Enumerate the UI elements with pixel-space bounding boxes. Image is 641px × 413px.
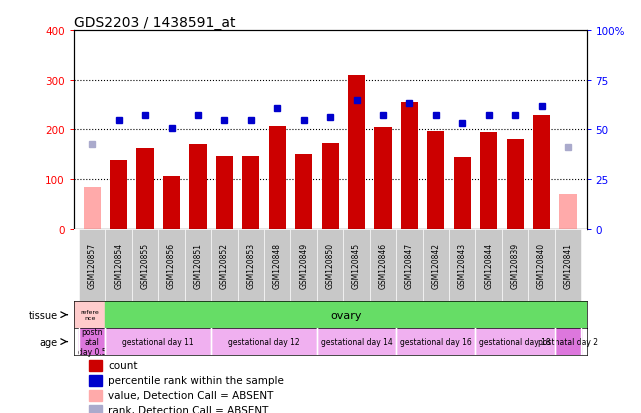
Text: GSM120855: GSM120855	[140, 242, 149, 288]
Bar	[322, 143, 338, 229]
Bar	[79, 328, 105, 355]
Text: refere
nce: refere nce	[80, 310, 99, 320]
Bar	[396, 229, 422, 301]
Bar	[528, 229, 555, 301]
Text: gestational day 18: gestational day 18	[479, 337, 551, 346]
Text: postnatal day 2: postnatal day 2	[538, 337, 598, 346]
Text: count: count	[108, 360, 138, 370]
Bar	[560, 195, 577, 229]
Text: value, Detection Call = ABSENT: value, Detection Call = ABSENT	[108, 390, 274, 400]
Bar	[163, 177, 180, 229]
Text: GDS2203 / 1438591_at: GDS2203 / 1438591_at	[74, 16, 235, 30]
Text: GSM120848: GSM120848	[273, 242, 282, 288]
Bar	[476, 229, 502, 301]
Bar	[158, 229, 185, 301]
Text: GSM120844: GSM120844	[484, 242, 493, 288]
Text: GSM120851: GSM120851	[194, 242, 203, 288]
Bar	[295, 155, 312, 229]
Bar	[137, 149, 154, 229]
Text: GSM120856: GSM120856	[167, 242, 176, 288]
Bar	[264, 229, 290, 301]
Text: GSM120843: GSM120843	[458, 242, 467, 288]
Text: ovary: ovary	[330, 310, 362, 320]
Bar	[189, 145, 206, 229]
Text: gestational day 12: gestational day 12	[228, 337, 300, 346]
Text: GSM120847: GSM120847	[405, 242, 414, 288]
Bar	[533, 115, 550, 229]
Text: rank, Detection Call = ABSENT: rank, Detection Call = ABSENT	[108, 406, 269, 413]
Bar	[374, 128, 392, 229]
Bar	[216, 157, 233, 229]
Bar	[502, 229, 528, 301]
Bar	[89, 375, 102, 386]
Bar	[555, 229, 581, 301]
Text: percentile rank within the sample: percentile rank within the sample	[108, 375, 284, 385]
Text: age: age	[40, 337, 58, 347]
Bar	[242, 157, 260, 229]
Bar	[476, 328, 555, 355]
Bar	[211, 328, 317, 355]
Bar	[428, 132, 444, 229]
Text: GSM120846: GSM120846	[378, 242, 387, 288]
Bar	[555, 328, 581, 355]
Text: GSM120854: GSM120854	[114, 242, 123, 288]
Bar	[454, 158, 471, 229]
Text: GSM120842: GSM120842	[431, 242, 440, 288]
Bar	[348, 76, 365, 229]
Bar	[110, 161, 128, 229]
Bar	[401, 103, 418, 229]
Bar	[344, 229, 370, 301]
Bar	[506, 140, 524, 229]
Text: GSM120840: GSM120840	[537, 242, 546, 288]
Bar	[132, 229, 158, 301]
Text: GSM120857: GSM120857	[88, 242, 97, 288]
Text: GSM120839: GSM120839	[511, 242, 520, 288]
Bar	[449, 229, 476, 301]
Bar	[79, 229, 105, 301]
Text: GSM120845: GSM120845	[352, 242, 361, 288]
Text: gestational day 14: gestational day 14	[320, 337, 392, 346]
Bar	[317, 229, 344, 301]
Bar	[74, 301, 105, 328]
Bar	[89, 390, 102, 401]
Bar	[105, 229, 132, 301]
Text: postn
atal
day 0.5: postn atal day 0.5	[78, 327, 106, 356]
Bar	[480, 133, 497, 229]
Text: gestational day 11: gestational day 11	[122, 337, 194, 346]
Text: GSM120841: GSM120841	[563, 242, 572, 288]
Bar	[83, 187, 101, 229]
Bar	[396, 328, 476, 355]
Bar	[269, 127, 286, 229]
Bar	[290, 229, 317, 301]
Text: tissue: tissue	[29, 310, 58, 320]
Bar	[370, 229, 396, 301]
Bar	[89, 360, 102, 371]
Text: GSM120852: GSM120852	[220, 242, 229, 288]
Bar	[317, 328, 396, 355]
Text: gestational day 16: gestational day 16	[400, 337, 472, 346]
Text: GSM120853: GSM120853	[246, 242, 255, 288]
Bar	[89, 405, 102, 413]
Bar	[238, 229, 264, 301]
Text: GSM120849: GSM120849	[299, 242, 308, 288]
Text: GSM120850: GSM120850	[326, 242, 335, 288]
Bar	[422, 229, 449, 301]
Bar	[211, 229, 238, 301]
Bar	[185, 229, 211, 301]
Bar	[105, 328, 211, 355]
